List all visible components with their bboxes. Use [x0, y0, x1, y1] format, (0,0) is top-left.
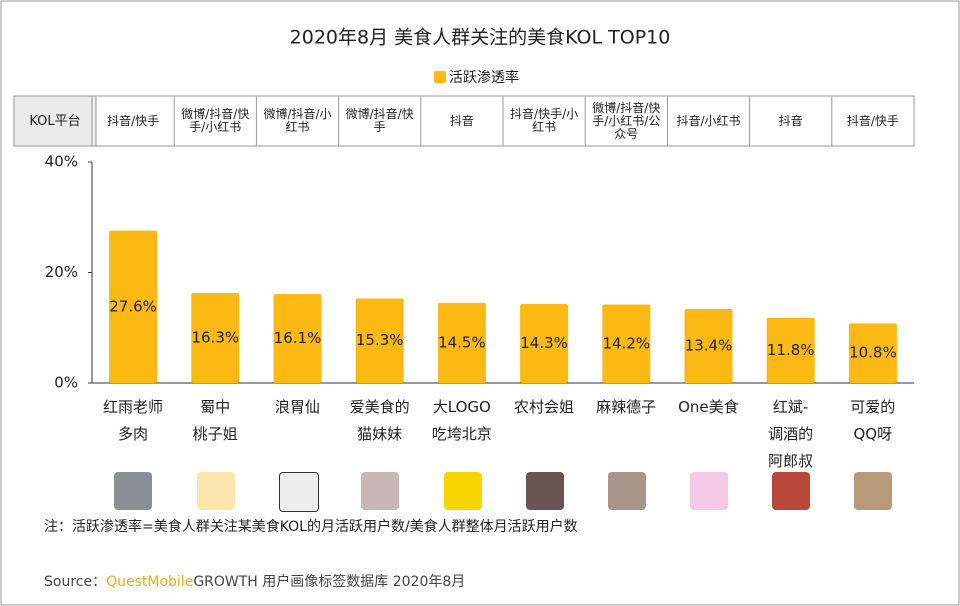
- avatar: [854, 472, 892, 510]
- legend-label: 活跃渗透率: [449, 69, 519, 86]
- value-label: 10.8%: [849, 344, 897, 362]
- avatar: [772, 472, 810, 510]
- x-tick-label: 红斌- 调酒的 阿郎叔: [768, 398, 814, 470]
- platform-cell: 微博/抖音/快手/小红书: [181, 107, 250, 134]
- x-tick-label: 农村会姐: [513, 398, 574, 416]
- bar: [273, 294, 322, 383]
- avatar: [361, 472, 399, 510]
- note: 注：活跃渗透率=美食人群关注某美食KOL的月活跃用户数/美食人群整体月活跃用户数: [44, 519, 578, 535]
- value-label: 14.5%: [438, 333, 486, 351]
- x-tick-label: 蜀中 桃子姐: [192, 398, 238, 443]
- platform-cell: 微博/抖音/快手: [345, 107, 414, 134]
- bar: [520, 303, 569, 383]
- value-label: 15.3%: [356, 331, 404, 349]
- bar: [848, 323, 897, 383]
- x-tick-label: 红雨老师 多肉: [102, 398, 163, 443]
- avatar: [444, 472, 482, 510]
- bar: [684, 308, 733, 383]
- x-tick-label: One美食: [678, 398, 739, 416]
- value-label: 16.1%: [274, 329, 322, 347]
- source-brand: QuestMobile: [106, 574, 194, 590]
- value-label: 13.4%: [685, 336, 733, 354]
- platform-cell: 抖音/小红书: [676, 113, 741, 128]
- avatar: [197, 472, 235, 510]
- avatar: [114, 472, 152, 510]
- platform-cell: 抖音/快手/小红书: [510, 107, 579, 134]
- bar: [109, 230, 158, 383]
- platform-cell: 抖音: [778, 113, 803, 128]
- platform-cell: 抖音/快手: [107, 113, 160, 128]
- chart-title: 2020年8月 美食人群关注的美食KOL TOP10: [290, 27, 671, 49]
- source-text: GROWTH 用户画像标签数据库 2020年8月: [193, 574, 466, 590]
- x-tick-label: 麻辣德子: [596, 398, 657, 416]
- source-label: Source：: [44, 574, 107, 590]
- avatar: [279, 472, 319, 512]
- value-label: 14.3%: [520, 334, 568, 352]
- source: Source：QuestMobileGROWTH 用户画像标签数据库 2020年…: [44, 571, 465, 591]
- table-header-bg: [13, 95, 97, 147]
- bar: [437, 302, 486, 383]
- bar: [191, 292, 240, 383]
- platform-cell: 抖音/快手: [846, 113, 899, 128]
- value-label: 16.3%: [191, 328, 239, 346]
- y-tick-label: 0%: [54, 374, 78, 392]
- x-tick-label: 可爱的 QQ呀: [850, 398, 896, 443]
- avatar: [690, 472, 728, 510]
- x-tick-label: 大LOGO 吃垮北京: [431, 398, 492, 443]
- avatar: [526, 472, 564, 510]
- platform-cell: 微博/抖音/小红书: [263, 107, 332, 134]
- bar: [602, 304, 651, 383]
- platform-cell: 抖音: [449, 113, 474, 128]
- bar: [766, 317, 815, 383]
- value-label: 27.6%: [109, 297, 157, 315]
- y-tick-label: 20%: [45, 263, 78, 281]
- platform-cell: 微博/抖音/快手/小红书/公众号: [592, 100, 661, 141]
- y-tick-label: 40%: [45, 153, 78, 171]
- x-tick-label: 爱美食的 猫妹妹: [349, 398, 410, 443]
- x-tick-label: 浪胃仙: [274, 398, 320, 416]
- avatar: [608, 472, 646, 510]
- table-header: KOL平台: [29, 113, 81, 129]
- bar: [355, 298, 404, 383]
- legend-swatch: [434, 71, 446, 83]
- value-label: 11.8%: [767, 341, 815, 359]
- value-label: 14.2%: [602, 334, 650, 352]
